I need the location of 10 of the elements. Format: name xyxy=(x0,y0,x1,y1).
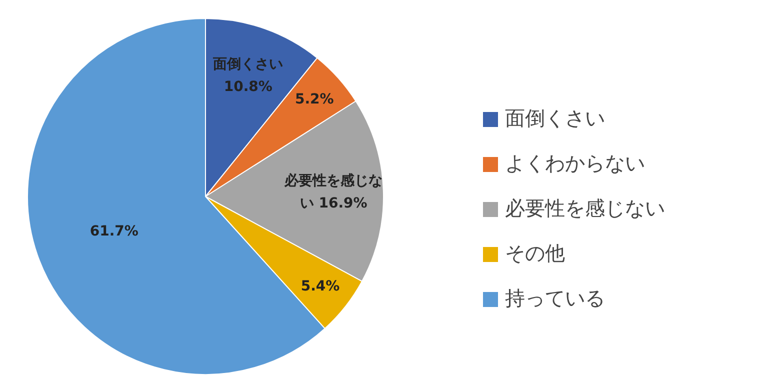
data-label: 必要性を感じない 16.9% xyxy=(284,172,383,212)
legend-label: 持っている xyxy=(505,285,605,312)
data-label: 面倒くさい 10.8% xyxy=(212,56,284,95)
legend-label: よくわからない xyxy=(505,150,645,177)
legend-label: 必要性を感じない xyxy=(505,195,665,222)
legend-label: 面倒くさい xyxy=(505,105,605,132)
data-label: 5.4% xyxy=(300,278,340,295)
data-label: 61.7% xyxy=(90,224,138,240)
legend-label: その他 xyxy=(505,240,565,267)
data-label: 5.2% xyxy=(294,91,334,108)
